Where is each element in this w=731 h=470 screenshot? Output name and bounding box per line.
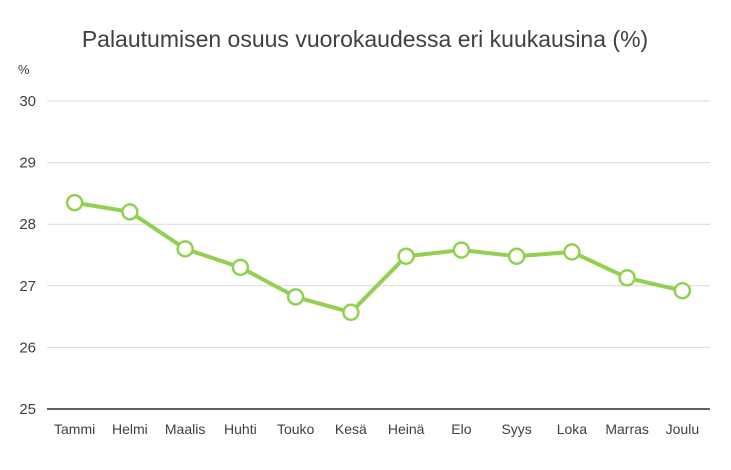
data-point-marker	[342, 303, 360, 322]
chart-title: Palautumisen osuus vuorokaudessa eri kuu…	[82, 26, 648, 52]
y-tick-label: 25	[19, 401, 36, 418]
x-tick-label: Joulu	[666, 421, 699, 437]
x-tick-label: Loka	[557, 421, 588, 437]
data-point-marker	[65, 193, 84, 212]
data-point-marker	[176, 240, 194, 258]
gridlines	[47, 100, 710, 348]
data-point-marker	[507, 247, 526, 265]
x-tick-label: Heinä	[388, 421, 425, 437]
x-tick-label: Maalis	[165, 421, 205, 437]
x-tick-label: Touko	[277, 421, 315, 437]
series-line	[72, 200, 685, 315]
x-tick-label: Kesä	[335, 421, 367, 437]
y-tick-label: 26	[19, 339, 36, 356]
x-tick-label: Syys	[501, 421, 531, 437]
data-point-marker	[121, 203, 139, 221]
y-tick-label: 30	[19, 93, 36, 110]
data-point-marker	[231, 258, 250, 277]
data-point-marker	[397, 247, 415, 265]
x-tick-label: Marras	[605, 421, 649, 437]
series-markers	[65, 193, 692, 322]
y-axis-ticks: 25 26 27 28 29 30	[19, 93, 36, 418]
x-tick-label: Helmi	[112, 421, 148, 437]
y-tick-label: 27	[19, 278, 36, 295]
x-tick-label: Elo	[451, 421, 471, 437]
data-point-marker	[618, 269, 636, 287]
series-line-layer	[72, 200, 685, 315]
x-axis-ticks: Tammi Helmi Maalis Huhti Touko Kesä Heinä Elo Sy…	[54, 421, 699, 437]
y-axis-unit-label: %	[18, 62, 30, 77]
data-point-marker	[286, 288, 305, 306]
y-tick-label: 29	[19, 155, 36, 172]
data-point-marker	[452, 241, 471, 259]
data-point-marker	[563, 243, 581, 261]
x-tick-label: Tammi	[54, 421, 95, 437]
x-tick-label: Huhti	[224, 421, 257, 437]
y-tick-label: 28	[19, 216, 36, 233]
data-point-marker	[673, 281, 692, 300]
